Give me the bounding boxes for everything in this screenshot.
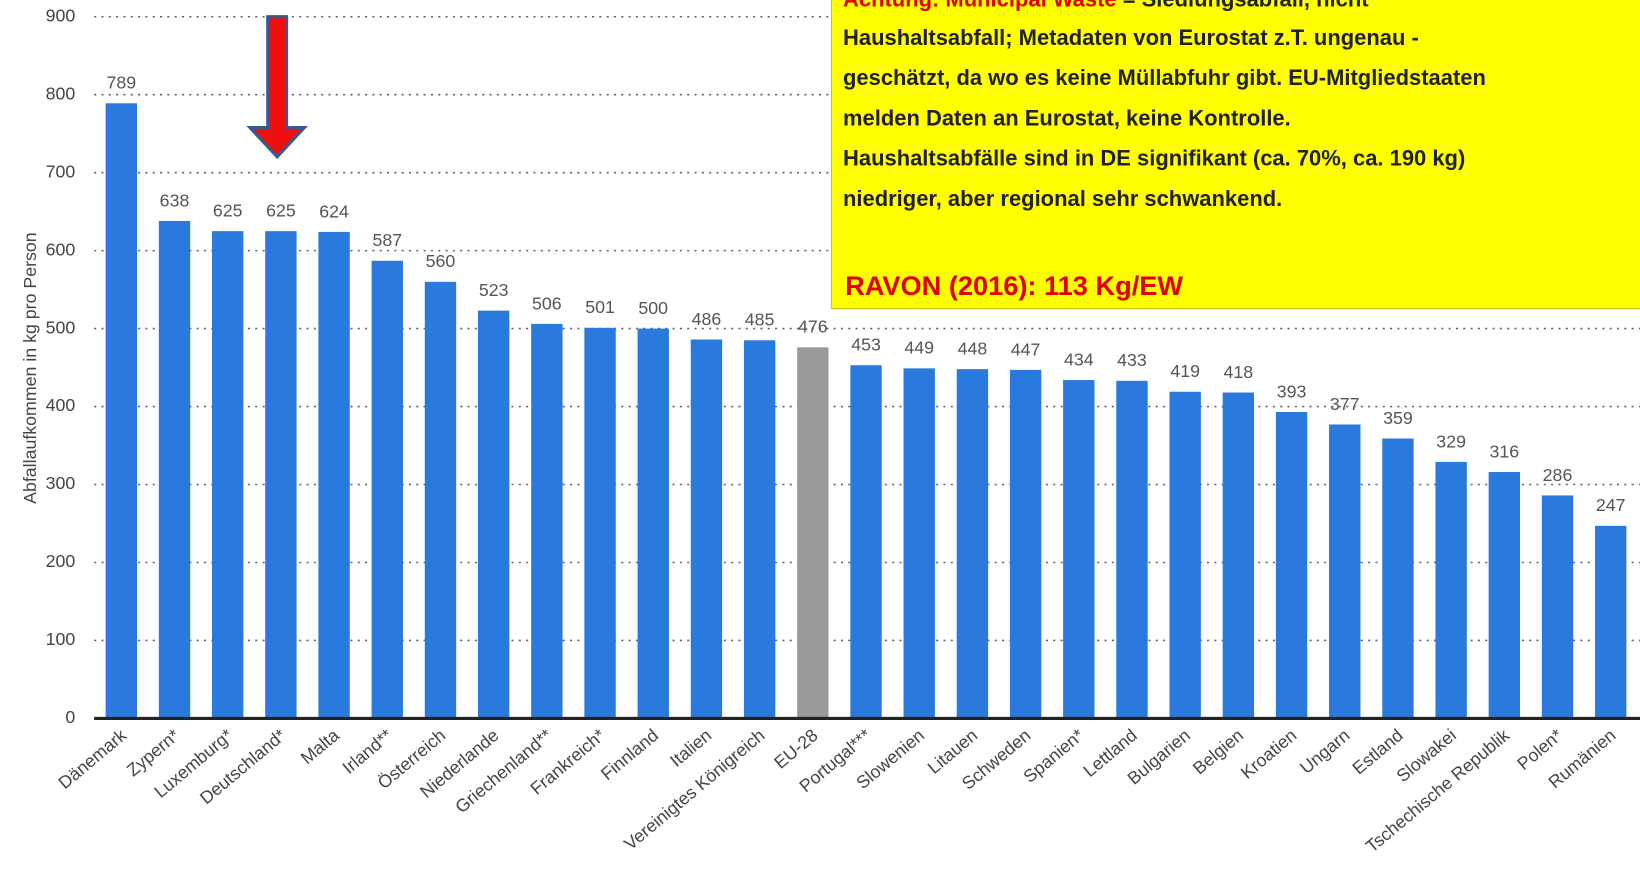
bar (1222, 392, 1255, 719)
arrow (246, 15, 308, 160)
x-tick-label: Spanien* (1020, 725, 1088, 787)
y-tick-label: 500 (46, 317, 76, 337)
plot: 0 100 200 300 400 500 600 700 800 900 789 Dänemark 6… (46, 5, 1640, 856)
y-tick-label: 900 (46, 5, 76, 25)
x-tick-label: Kroatien (1237, 725, 1301, 783)
value-label: 560 (426, 251, 456, 271)
annotation-line: geschätzt, da wo es keine Müllabfuhr gib… (843, 65, 1486, 90)
value-label: 501 (585, 297, 615, 317)
bar (1275, 412, 1308, 719)
bar (158, 220, 191, 719)
red-arrow (246, 15, 308, 160)
bar (1063, 380, 1095, 719)
annotation-line: melden Daten an Eurostat, keine Kontroll… (843, 105, 1291, 130)
value-label: 625 (213, 200, 243, 220)
x-tick-label: Malta (297, 725, 343, 768)
value-label: 624 (319, 201, 349, 221)
bar (956, 369, 989, 719)
value-label: 638 (160, 190, 190, 210)
bar (1595, 525, 1627, 719)
bar (105, 103, 138, 719)
value-label: 316 (1490, 441, 1520, 461)
value-label: 523 (479, 280, 509, 300)
value-label: 789 (106, 73, 136, 93)
y-tick-label: 200 (46, 551, 76, 571)
bar (637, 328, 669, 719)
value-label: 506 (532, 293, 562, 313)
value-label: 418 (1224, 362, 1254, 382)
value-label: 419 (1170, 361, 1200, 381)
x-tick-label: Finnland (597, 725, 662, 784)
bar (265, 231, 297, 719)
annotation-note: RAVON (2016): 113 Kg/EW (845, 270, 1183, 301)
bar (1009, 369, 1042, 719)
annotation-line: Haushaltsabfälle sind in DE signifikant … (843, 146, 1465, 171)
bar (1488, 472, 1521, 719)
bar (1541, 495, 1574, 719)
bar (584, 327, 616, 719)
value-label: 286 (1543, 465, 1573, 485)
y-tick-label: 300 (46, 473, 76, 493)
value-label: 359 (1383, 408, 1413, 428)
value-label: 449 (904, 338, 934, 358)
bar (1329, 424, 1361, 719)
bar (371, 260, 403, 719)
bar (1382, 438, 1414, 719)
value-label: 587 (372, 230, 402, 250)
bar (1169, 391, 1201, 719)
value-label: 447 (1011, 339, 1041, 359)
annotation-heading-rest: = Siedlungsabfall, nicht (1117, 0, 1370, 11)
bar (212, 231, 244, 719)
bar (1116, 380, 1148, 719)
value-label: 625 (266, 200, 296, 220)
y-tick-label: 400 (46, 395, 76, 415)
bar (797, 347, 829, 719)
bar (477, 310, 510, 719)
bar (318, 231, 350, 719)
bar (690, 339, 723, 719)
bar (850, 365, 882, 719)
bar (531, 323, 563, 719)
annotation-heading-red: Achtung: Municipal Waste (843, 0, 1117, 11)
value-label: 500 (638, 298, 668, 318)
value-label: 329 (1436, 431, 1466, 451)
value-label: 453 (851, 335, 881, 355)
x-tick-label: Ungarn (1296, 725, 1354, 778)
value-label: 247 (1596, 495, 1626, 515)
annotation-heading: Achtung: Municipal Waste = Siedlungsabfa… (843, 0, 1369, 11)
value-label: 393 (1277, 381, 1307, 401)
bar (743, 340, 776, 719)
annotation-lines: Haushaltsabfall; Metadaten von Eurostat … (843, 25, 1486, 211)
value-label: 448 (958, 338, 988, 358)
y-tick-label: 0 (65, 707, 75, 727)
y-tick-label: 700 (46, 161, 76, 181)
annotation-line: Haushaltsabfall; Metadaten von Eurostat … (843, 25, 1419, 50)
value-label: 486 (692, 309, 722, 329)
value-label: 485 (745, 310, 775, 330)
y-tick-label: 800 (46, 83, 76, 103)
y-tick-label: 100 (46, 629, 76, 649)
bar (424, 281, 457, 719)
x-tick-label: Dänemark (55, 725, 131, 793)
y-tick-label: 600 (46, 239, 76, 259)
bar (903, 368, 935, 719)
annotation-box (830, 0, 1640, 310)
value-label: 476 (798, 317, 828, 337)
value-label: 433 (1117, 350, 1147, 370)
annotation-line: niedriger, aber regional sehr schwankend… (843, 186, 1282, 211)
bar (1435, 461, 1467, 719)
y-axis-label: Abfallaufkommen in kg pro Person (20, 232, 40, 504)
value-label: 377 (1330, 394, 1360, 414)
value-label: 434 (1064, 349, 1094, 369)
